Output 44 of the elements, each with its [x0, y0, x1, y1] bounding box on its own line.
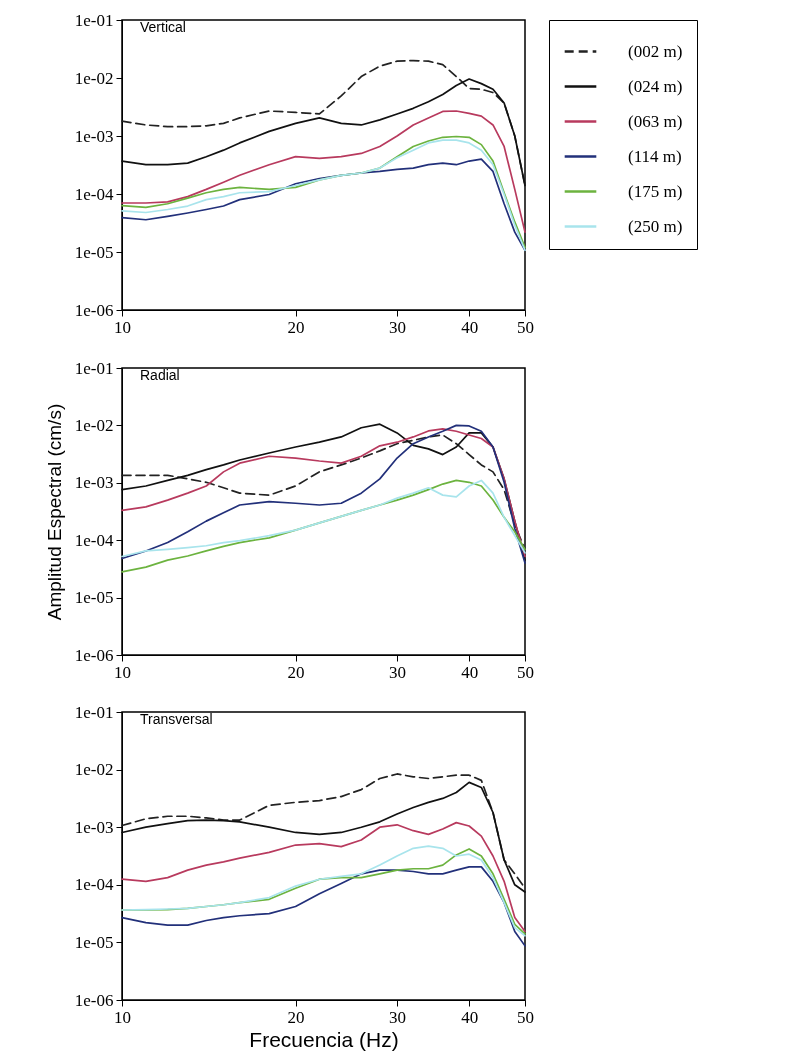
- y-tick-label: 1e-05: [74, 242, 114, 262]
- x-tick-label: 30: [389, 662, 407, 682]
- x-axis-title: Frecuencia (Hz): [249, 1027, 399, 1051]
- y-axis-title: Amplitud Espectral (cm/s): [43, 403, 65, 621]
- x-tick-label: 40: [461, 317, 479, 337]
- y-tick-label: 1e-01: [74, 702, 114, 722]
- chart-title: Transversal: [140, 711, 213, 727]
- y-tick-label: 1e-02: [74, 760, 114, 780]
- y-tick-label: 1e-03: [74, 817, 114, 837]
- legend-label: (114 m): [628, 146, 682, 166]
- x-tick-label: 20: [287, 662, 305, 682]
- x-tick-label: 50: [517, 317, 534, 337]
- chart-title: Vertical: [140, 19, 186, 35]
- y-tick-label: 1e-06: [74, 645, 114, 665]
- y-tick-label: 1e-05: [74, 588, 114, 608]
- legend-label: (024 m): [628, 76, 683, 96]
- y-tick-label: 1e-06: [74, 990, 114, 1010]
- x-tick-label: 20: [287, 1007, 305, 1027]
- y-tick-label: 1e-01: [74, 358, 114, 378]
- y-tick-label: 1e-04: [74, 875, 114, 895]
- y-tick-label: 1e-05: [74, 932, 114, 952]
- y-tick-label: 1e-04: [74, 184, 114, 204]
- y-tick-label: 1e-04: [74, 530, 114, 550]
- x-tick-label: 10: [114, 1007, 131, 1027]
- y-tick-label: 1e-01: [74, 10, 114, 30]
- x-tick-label: 50: [517, 662, 534, 682]
- x-tick-label: 10: [114, 662, 131, 682]
- x-tick-label: 30: [389, 317, 407, 337]
- y-tick-label: 1e-03: [74, 126, 114, 146]
- x-tick-label: 50: [517, 1007, 534, 1027]
- y-tick-label: 1e-02: [74, 415, 114, 435]
- legend-label: (063 m): [628, 111, 683, 131]
- y-tick-label: 1e-03: [74, 473, 114, 493]
- x-tick-label: 30: [389, 1007, 407, 1027]
- legend-label: (250 m): [628, 216, 683, 236]
- chart-title: Radial: [140, 367, 180, 383]
- legend-label: (002 m): [628, 41, 683, 61]
- x-tick-label: 40: [461, 662, 479, 682]
- y-tick-label: 1e-06: [74, 300, 114, 320]
- x-tick-label: 20: [287, 317, 305, 337]
- y-tick-label: 1e-02: [74, 68, 114, 88]
- legend-label: (175 m): [628, 181, 683, 201]
- x-tick-label: 10: [114, 317, 131, 337]
- x-tick-label: 40: [461, 1007, 479, 1027]
